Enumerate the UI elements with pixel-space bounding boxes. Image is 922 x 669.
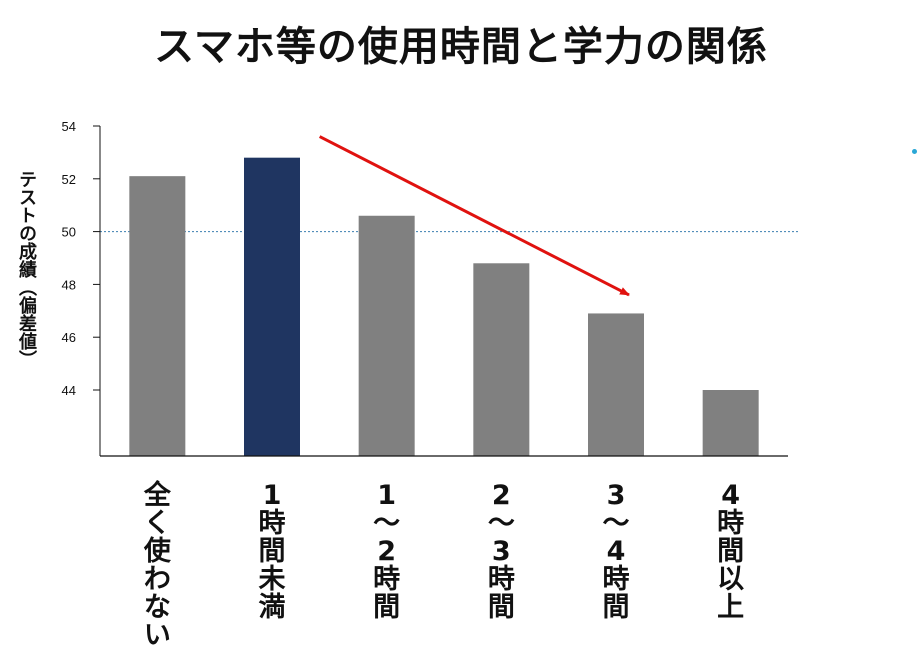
x-tick-label-4: 3 〜 4 時間 xyxy=(594,482,638,622)
bar-4 xyxy=(588,313,644,456)
x-tick-label-char: く xyxy=(143,508,171,539)
x-tick-label-char: な xyxy=(143,592,171,623)
x-tick-label-char: 全 xyxy=(143,480,171,511)
x-tick-label-char: 時 xyxy=(602,564,630,595)
x-tick-label-char: 使 xyxy=(143,536,171,567)
y-tick-label-46: 46 xyxy=(62,330,76,345)
x-tick-label-3: 2 〜 3 時間 xyxy=(479,482,523,622)
y-axis-label: テストの成績（偏差値） xyxy=(16,170,37,368)
x-tick-label-char: 〜 xyxy=(602,508,630,539)
x-tick-label-char: 未 xyxy=(258,564,286,595)
x-tick-label-char: 1 xyxy=(377,480,397,511)
x-tick-label-char: 3 xyxy=(606,480,626,511)
x-tick-label-char: い xyxy=(143,620,171,651)
x-tick-label-char: 時 xyxy=(258,508,286,539)
x-tick-label-char: 以 xyxy=(717,564,745,595)
x-tick-label-char: 間 xyxy=(602,592,630,623)
bar-0 xyxy=(129,176,186,456)
x-tick-label-char: 上 xyxy=(717,592,745,623)
bullet-dot xyxy=(912,149,917,154)
y-tick-label-52: 52 xyxy=(62,172,76,187)
y-tick-label-50: 50 xyxy=(62,225,76,240)
x-tick-label-char: 満 xyxy=(258,592,286,623)
x-tick-label-char: 時 xyxy=(487,564,515,595)
x-tick-label-char: 〜 xyxy=(487,508,515,539)
x-tick-label-char: 間 xyxy=(717,536,745,567)
x-tick-label-char: 3 xyxy=(491,536,511,567)
x-tick-label-char: 4 xyxy=(606,536,626,567)
bar-2 xyxy=(358,215,415,456)
y-tick-label-48: 48 xyxy=(62,277,76,292)
bar-1 xyxy=(244,157,300,456)
x-tick-label-char: 〜 xyxy=(373,508,401,539)
x-tick-label-0: 全く使わない xyxy=(135,482,179,650)
x-tick-label-char: 1 xyxy=(262,480,282,511)
trend-arrow xyxy=(318,135,630,297)
bar-5 xyxy=(702,390,759,456)
x-tick-label-char: 2 xyxy=(491,480,511,511)
x-tick-label-char: 間 xyxy=(258,536,286,567)
x-tick-label-char: 間 xyxy=(487,592,515,623)
x-tick-label-2: 1 〜 2 時間 xyxy=(365,482,409,622)
x-tick-label-char: わ xyxy=(143,564,171,595)
chart-title: スマホ等の使用時間と学力の関係 xyxy=(154,24,768,70)
bar-3 xyxy=(473,263,530,456)
y-tick-label-54: 54 xyxy=(62,119,76,134)
x-tick-label-char: 2 xyxy=(377,536,397,567)
x-tick-label-char: 間 xyxy=(373,592,401,623)
y-tick-label-44: 44 xyxy=(62,383,76,398)
x-tick-label-char: 4 xyxy=(721,480,741,511)
x-tick-label-char: 時 xyxy=(717,508,745,539)
x-tick-label-char: 時 xyxy=(373,564,401,595)
